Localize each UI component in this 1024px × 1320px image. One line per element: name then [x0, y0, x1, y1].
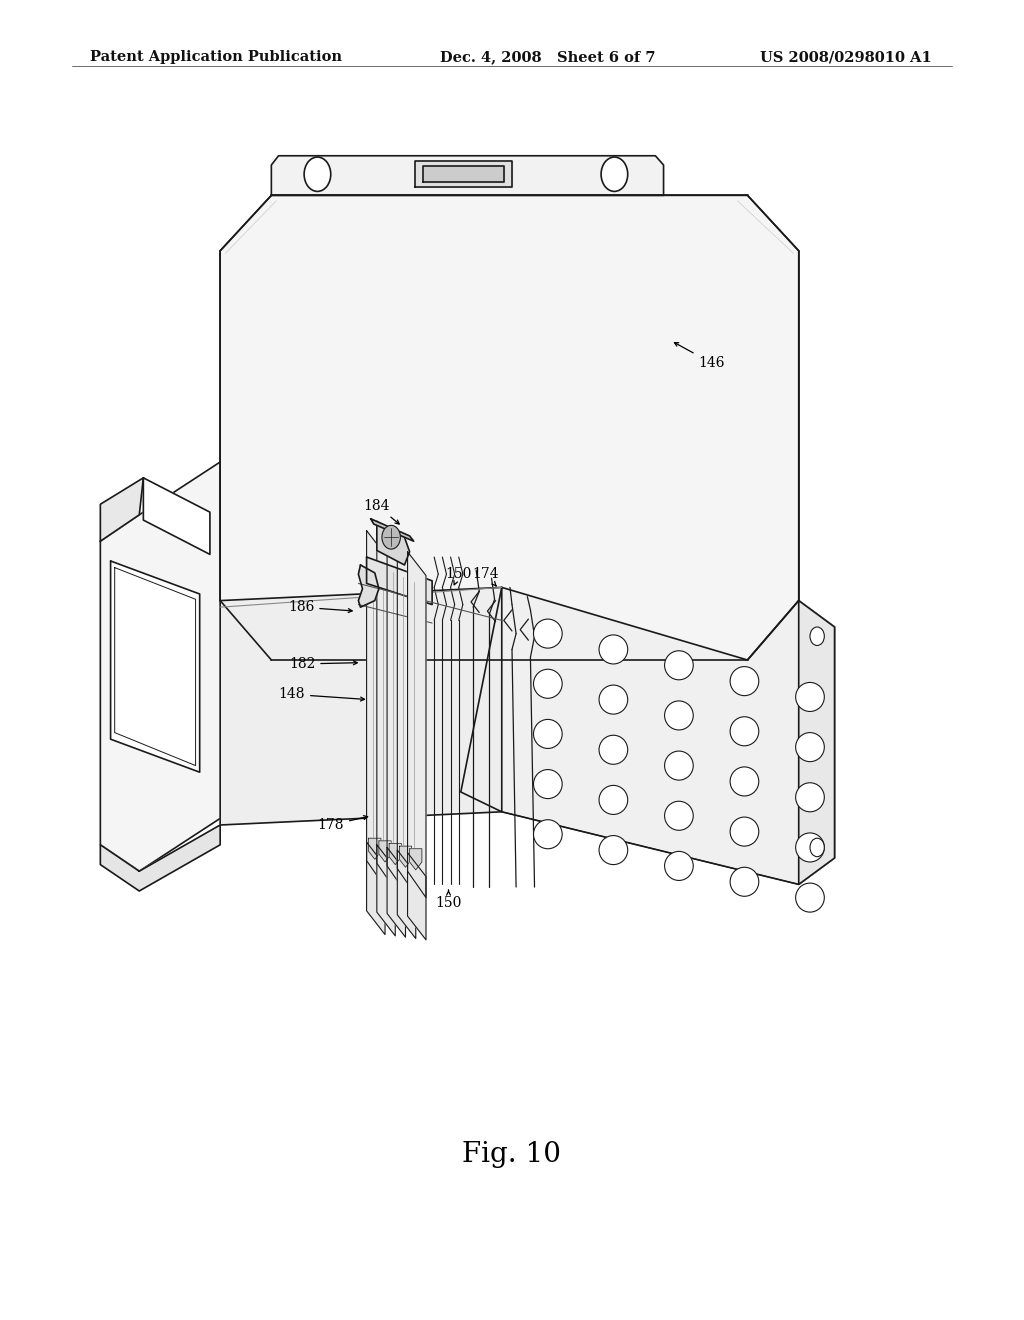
- Polygon shape: [410, 849, 422, 870]
- Ellipse shape: [665, 751, 693, 780]
- Polygon shape: [220, 587, 502, 825]
- Polygon shape: [415, 161, 512, 187]
- Ellipse shape: [534, 619, 562, 648]
- Text: US 2008/0298010 A1: US 2008/0298010 A1: [760, 50, 932, 65]
- Ellipse shape: [665, 851, 693, 880]
- Text: 186: 186: [288, 601, 352, 614]
- Circle shape: [382, 525, 400, 549]
- Ellipse shape: [730, 667, 759, 696]
- Circle shape: [304, 157, 331, 191]
- Text: Fig. 10: Fig. 10: [463, 1142, 561, 1168]
- Polygon shape: [397, 546, 416, 895]
- Text: Dec. 4, 2008   Sheet 6 of 7: Dec. 4, 2008 Sheet 6 of 7: [440, 50, 655, 65]
- Ellipse shape: [730, 767, 759, 796]
- Polygon shape: [389, 843, 401, 865]
- Polygon shape: [367, 842, 385, 935]
- Polygon shape: [377, 845, 395, 936]
- Ellipse shape: [599, 635, 628, 664]
- Polygon shape: [377, 521, 410, 565]
- Polygon shape: [111, 561, 200, 772]
- Polygon shape: [399, 846, 412, 867]
- Ellipse shape: [599, 836, 628, 865]
- Ellipse shape: [534, 820, 562, 849]
- Ellipse shape: [534, 719, 562, 748]
- Ellipse shape: [599, 785, 628, 814]
- Ellipse shape: [730, 717, 759, 746]
- Polygon shape: [369, 838, 381, 859]
- Text: 174: 174: [472, 568, 499, 586]
- Ellipse shape: [730, 817, 759, 846]
- Polygon shape: [799, 601, 835, 884]
- Circle shape: [810, 627, 824, 645]
- Polygon shape: [387, 541, 406, 892]
- Polygon shape: [271, 156, 664, 195]
- Ellipse shape: [665, 651, 693, 680]
- Polygon shape: [423, 166, 504, 182]
- Polygon shape: [377, 536, 395, 890]
- Ellipse shape: [599, 685, 628, 714]
- Polygon shape: [358, 565, 379, 607]
- Polygon shape: [220, 195, 799, 660]
- Ellipse shape: [730, 867, 759, 896]
- Polygon shape: [100, 462, 220, 871]
- Text: 150: 150: [435, 890, 462, 909]
- Polygon shape: [461, 587, 835, 884]
- Polygon shape: [100, 478, 143, 541]
- Polygon shape: [397, 850, 416, 939]
- Polygon shape: [115, 568, 196, 766]
- Polygon shape: [367, 557, 432, 605]
- Ellipse shape: [665, 701, 693, 730]
- Ellipse shape: [534, 770, 562, 799]
- Text: 184: 184: [364, 499, 399, 524]
- Text: 182: 182: [289, 657, 357, 671]
- Polygon shape: [408, 853, 426, 940]
- Circle shape: [601, 157, 628, 191]
- Ellipse shape: [599, 735, 628, 764]
- Text: 148: 148: [279, 688, 365, 701]
- Polygon shape: [371, 519, 414, 541]
- Ellipse shape: [796, 783, 824, 812]
- Circle shape: [810, 838, 824, 857]
- Text: Patent Application Publication: Patent Application Publication: [90, 50, 342, 65]
- Text: 146: 146: [675, 343, 725, 370]
- Text: 150: 150: [445, 568, 472, 585]
- Ellipse shape: [534, 669, 562, 698]
- Polygon shape: [367, 531, 385, 887]
- Ellipse shape: [796, 733, 824, 762]
- Ellipse shape: [796, 682, 824, 711]
- Polygon shape: [100, 825, 220, 891]
- Polygon shape: [379, 841, 391, 862]
- Ellipse shape: [796, 883, 824, 912]
- Text: 178: 178: [317, 816, 368, 832]
- Ellipse shape: [796, 833, 824, 862]
- Polygon shape: [143, 478, 210, 554]
- Ellipse shape: [665, 801, 693, 830]
- Polygon shape: [387, 847, 406, 937]
- Polygon shape: [408, 552, 426, 898]
